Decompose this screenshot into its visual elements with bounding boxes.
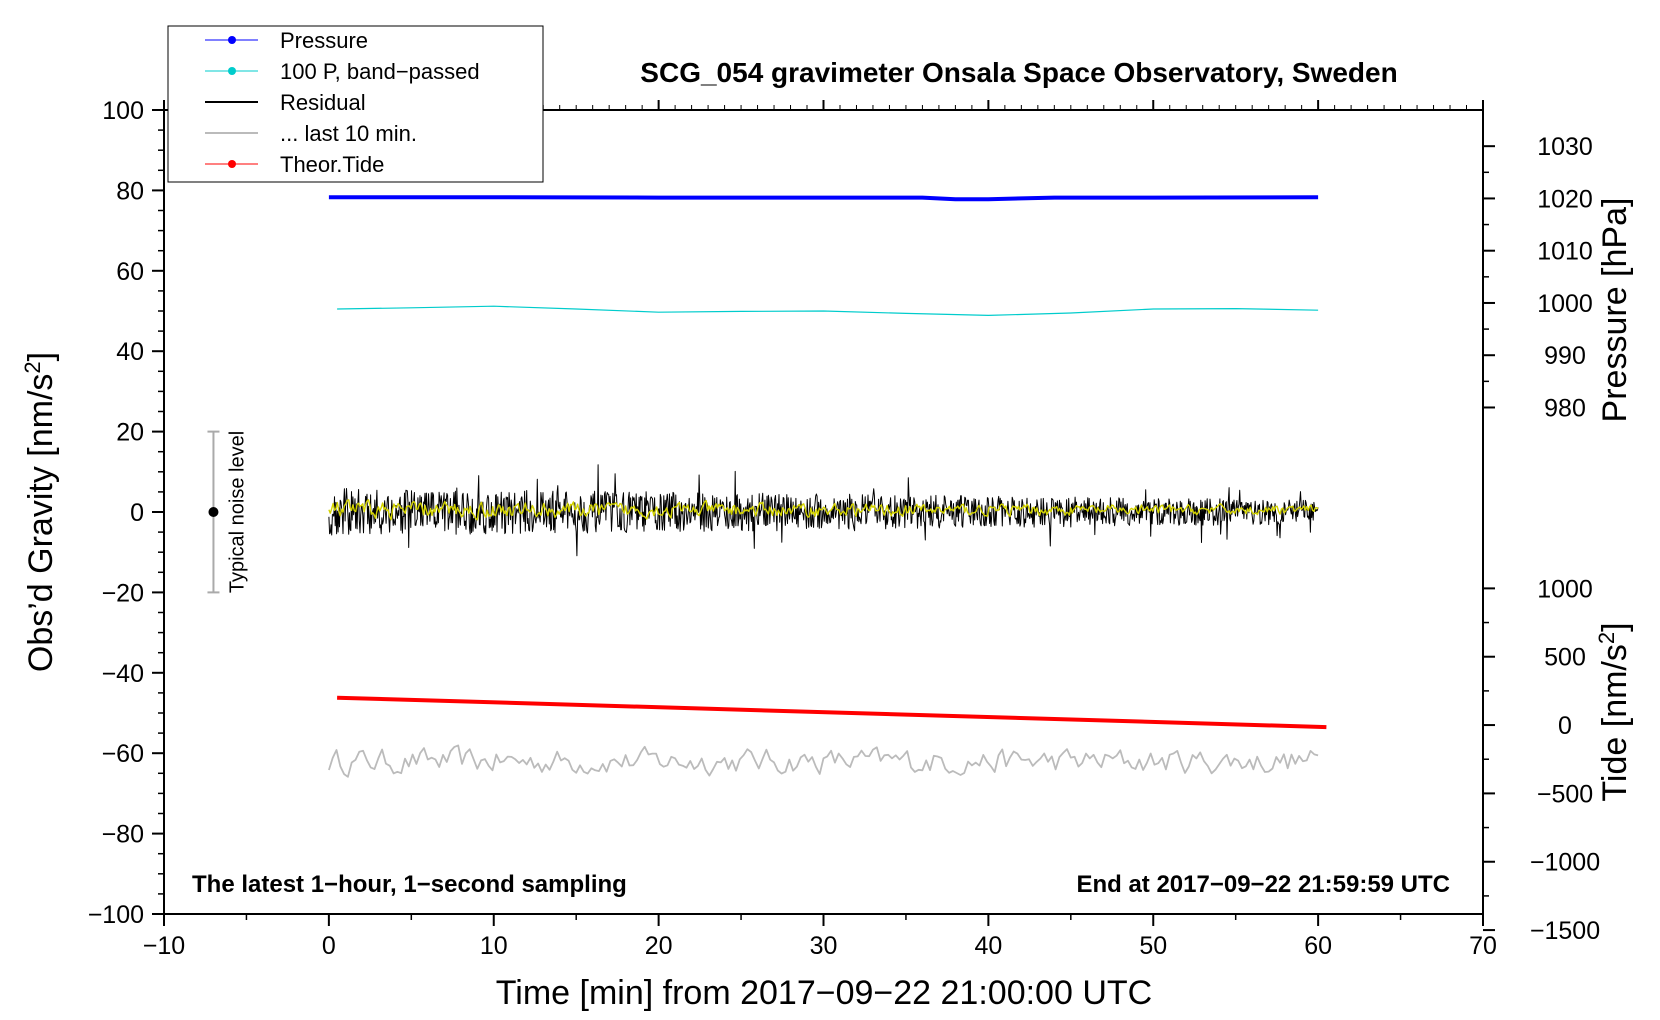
- x-tick-label: 30: [810, 932, 838, 960]
- tide-axis-title-main: Tide [nm/s: [1596, 644, 1634, 801]
- x-axis-title: Time [min] from 2017−09−22 21:00:00 UTC: [496, 974, 1152, 1012]
- y-tick-label: −20: [102, 579, 144, 607]
- tide-tick-label: 1000: [1537, 575, 1593, 603]
- pressure-tick-label: 1010: [1537, 238, 1593, 266]
- y-tick-label: 20: [116, 419, 144, 447]
- legend-box: [167, 25, 544, 183]
- x-tick-label: 10: [480, 932, 508, 960]
- legend-theor-tide-marker: [228, 160, 236, 168]
- x-tick-label: 60: [1304, 932, 1332, 960]
- legend-100-p-band-passed-marker: [228, 67, 236, 75]
- tide-tick-label: 0: [1558, 712, 1572, 740]
- noise-level-bar: Typical noise level: [207, 430, 248, 594]
- y-axis-title-sup: 2: [20, 361, 45, 373]
- noise-bar-label: Typical noise level: [226, 431, 248, 593]
- y-axis-title-main: Obs’d Gravity [nm/s: [22, 374, 60, 673]
- y-axis-gravity: −100 −80 −60 −40 −20 0 20 40 60 80 100: [88, 97, 164, 929]
- y-tick-label: −80: [102, 821, 144, 849]
- legend-100-p-band-passed-label: 100 P, band−passed: [280, 59, 480, 84]
- series-theor-tide: [337, 695, 1327, 730]
- tide-tick-label: 500: [1544, 644, 1586, 672]
- x-tick-label: 50: [1139, 932, 1167, 960]
- y-axis-tide: −1500 −1000 −500 0 500 1000: [1483, 575, 1600, 945]
- tide-tick-label: −500: [1537, 780, 1593, 808]
- sampling-annotation: The latest 1−hour, 1−second sampling: [192, 871, 627, 898]
- y-axis-pressure: 980 990 1000 1010 1020 1030: [1483, 133, 1593, 422]
- legend-pressure-marker: [228, 36, 236, 44]
- x-tick-label: −10: [143, 932, 185, 960]
- y-tick-label: −60: [102, 740, 144, 768]
- pressure-tick-label: 980: [1544, 394, 1586, 422]
- legend-residual-label: Residual: [280, 90, 366, 115]
- tide-axis-title-sup: 2: [1594, 632, 1619, 644]
- y-tick-label: 0: [130, 499, 144, 527]
- end-time-annotation: End at 2017−09−22 21:59:59 UTC: [1076, 871, 1450, 898]
- x-tick-label: 0: [322, 932, 336, 960]
- noise-bar-center-dot: [208, 507, 219, 517]
- y-tick-label: 100: [102, 97, 144, 125]
- tide-axis-title-close: ]: [1596, 622, 1634, 631]
- x-tick-label: 40: [974, 932, 1002, 960]
- legend-entries: Pressure 100 P, band−passed Residual ... la…: [205, 28, 480, 177]
- y-axis-title: Obs’d Gravity [nm/s2]: [20, 352, 61, 672]
- legend-pressure-label: Pressure: [280, 28, 368, 53]
- x-axis: −10 0 10 20 30 40 50 60 70: [143, 100, 1497, 960]
- x-tick-label: 70: [1469, 932, 1497, 960]
- x-tick-label: 20: [645, 932, 673, 960]
- pressure-tick-label: 1000: [1537, 290, 1593, 318]
- y-axis-title-close: ]: [22, 352, 60, 361]
- tide-tick-label: −1000: [1530, 849, 1600, 877]
- series-100-p-band-passed: [337, 305, 1319, 316]
- pressure-axis-title: Pressure [hPa]: [1596, 198, 1634, 423]
- series-residual-smoothed: [328, 499, 1319, 521]
- series-pressure: [328, 195, 1319, 202]
- y-tick-label: 40: [116, 338, 144, 366]
- legend-last-10-min-label: ... last 10 min.: [280, 121, 417, 146]
- series-layer: [328, 195, 1327, 778]
- series-residual: [328, 464, 1319, 557]
- legend: Pressure 100 P, band−passed Residual ... la…: [167, 25, 544, 183]
- legend-theor-tide-label: Theor.Tide: [280, 152, 384, 177]
- tide-tick-label: −1500: [1530, 917, 1600, 945]
- tide-axis-title: Tide [nm/s2]: [1594, 622, 1635, 801]
- pressure-tick-label: 990: [1544, 342, 1586, 370]
- y-tick-label: −100: [88, 901, 144, 929]
- pressure-tick-label: 1030: [1537, 133, 1593, 161]
- y-tick-label: 60: [116, 258, 144, 286]
- series-last-10-min: [328, 744, 1319, 778]
- y-tick-label: −40: [102, 660, 144, 688]
- y-tick-label: 80: [116, 177, 144, 205]
- chart-title: SCG_054 gravimeter Onsala Space Observat…: [640, 57, 1397, 88]
- pressure-tick-label: 1020: [1537, 185, 1593, 213]
